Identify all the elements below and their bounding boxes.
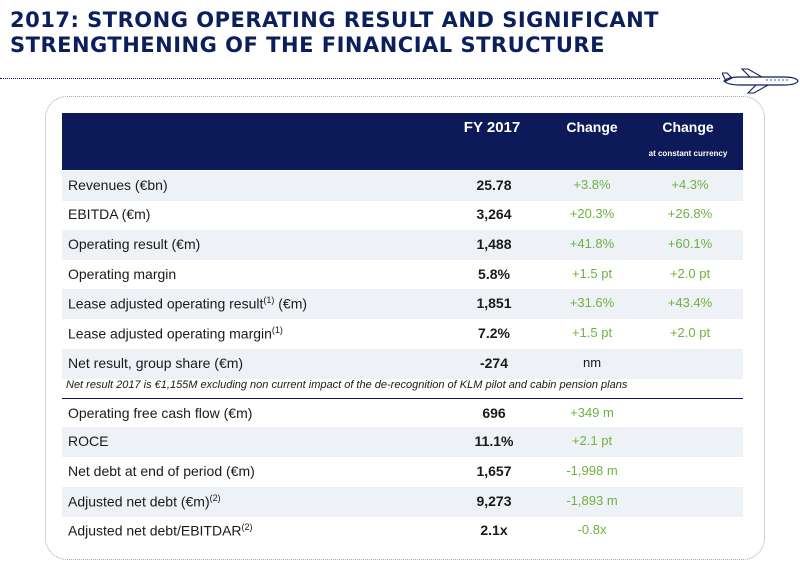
row-change: +1.5 pt — [571, 325, 613, 340]
row-change: +20.3% — [569, 206, 615, 221]
row-label: ROCE — [68, 433, 109, 449]
row-change: +41.8% — [569, 236, 615, 251]
row-label: Revenues (€bn) — [68, 177, 168, 193]
row-change: nm — [582, 355, 602, 370]
row-value: 11.1% — [474, 433, 514, 449]
header-change-constant: Change — [662, 119, 714, 135]
row-change-constant: +60.1% — [667, 236, 713, 251]
row-change: -1,893 m — [566, 493, 618, 508]
footnote-net-result: Net result 2017 is €1,155M excluding non… — [66, 379, 628, 391]
row-value: 5.8% — [478, 266, 510, 282]
row-value: 2.1x — [480, 522, 508, 538]
row-change: +31.6% — [569, 295, 615, 310]
table-row: Lease adjusted operating result(1) (€m) … — [62, 289, 743, 319]
table-header: FY 2017 Change Change at constant curren… — [62, 113, 743, 170]
table-card — [45, 96, 765, 560]
row-change-constant: +2.0 pt — [669, 325, 711, 340]
row-label: Net result, group share (€m) — [68, 355, 244, 371]
title-line-2: STRENGTHENING OF THE FINANCIAL STRUCTURE — [10, 33, 605, 57]
title-line-1: 2017: STRONG OPERATING RESULT AND SIGNIF… — [10, 8, 659, 32]
row-value: -274 — [479, 355, 509, 371]
row-value: 7.2% — [478, 325, 510, 341]
table-row: ROCE 11.1% +2.1 pt — [62, 427, 743, 457]
row-change: -1,998 m — [566, 463, 618, 478]
row-label: EBITDA (€m) — [68, 206, 151, 222]
row-change-constant: +43.4% — [667, 295, 713, 310]
row-change: +349 m — [570, 405, 614, 420]
row-value: 696 — [482, 405, 506, 421]
table-row: Net result, group share (€m) -274 nm — [62, 349, 743, 379]
row-value: 1,657 — [476, 463, 512, 479]
table-row: Adjusted net debt (€m)(2) 9,273 -1,893 m — [62, 487, 743, 517]
header-change-constant-sub: at constant currency — [648, 149, 728, 158]
row-label: Net debt at end of period (€m) — [68, 463, 255, 479]
row-change-constant: +2.0 pt — [669, 266, 711, 281]
section-divider — [62, 398, 743, 399]
table-row: Adjusted net debt/EBITDAR(2) 2.1x -0.8x — [62, 516, 743, 546]
table-row: Operating free cash flow (€m) 696 +349 m — [62, 399, 743, 429]
row-value: 1,488 — [476, 236, 512, 252]
table-row: Operating margin 5.8% +1.5 pt +2.0 pt — [62, 260, 743, 290]
row-label: Operating free cash flow (€m) — [68, 405, 253, 421]
row-value: 25.78 — [476, 177, 512, 193]
row-label: Operating result (€m) — [68, 236, 201, 252]
table-row: Net debt at end of period (€m) 1,657 -1,… — [62, 457, 743, 487]
header-fy2017: FY 2017 — [463, 119, 521, 136]
header-change: Change — [566, 119, 618, 135]
row-label: Lease adjusted operating result(1) (€m) — [68, 295, 308, 312]
title-divider — [0, 78, 720, 79]
row-change-constant: +26.8% — [667, 206, 713, 221]
row-change: -0.8x — [577, 522, 607, 537]
table-row: EBITDA (€m) 3,264 +20.3% +26.8% — [62, 200, 743, 230]
row-label: Adjusted net debt (€m)(2) — [68, 493, 221, 510]
row-value: 3,264 — [476, 206, 512, 222]
row-label: Adjusted net debt/EBITDAR(2) — [68, 522, 253, 539]
row-label: Operating margin — [68, 266, 177, 282]
row-change: +1.5 pt — [571, 266, 613, 281]
row-label: Lease adjusted operating margin(1) — [68, 325, 283, 342]
row-change: +2.1 pt — [571, 433, 613, 448]
row-value: 9,273 — [476, 493, 512, 509]
table-row: Lease adjusted operating margin(1) 7.2% … — [62, 319, 743, 349]
table-row: Operating result (€m) 1,488 +41.8% +60.1… — [62, 230, 743, 260]
row-value: 1,851 — [476, 295, 512, 311]
page-title: 2017: STRONG OPERATING RESULT AND SIGNIF… — [10, 8, 710, 58]
row-change-constant: +4.3% — [671, 177, 709, 192]
table-row: Revenues (€bn) 25.78 +3.8% +4.3% — [62, 171, 743, 201]
row-change: +3.8% — [573, 177, 611, 192]
airplane-icon — [722, 68, 799, 94]
